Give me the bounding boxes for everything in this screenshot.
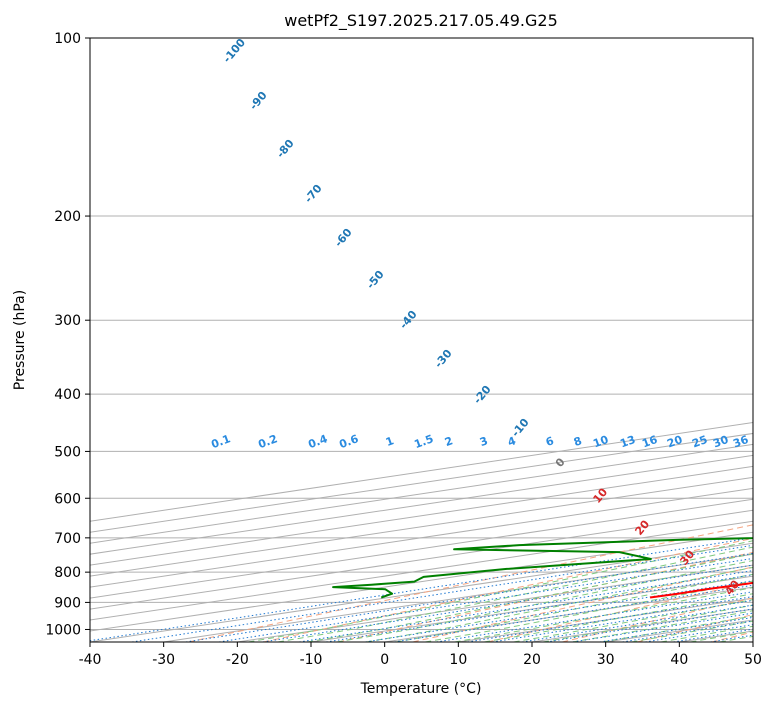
isotherm-line [90, 443, 753, 544]
axis-ticks: -40 -30 -20 -10 0 10 20 30 40 5010020030040050060… [45, 31, 762, 668]
y-tick-label: 700 [54, 531, 81, 547]
y-tick-label: 100 [54, 31, 81, 47]
moist-adiabat-line [425, 580, 753, 642]
isotherm-line [90, 476, 753, 577]
y-tick-label: 800 [54, 565, 81, 581]
moist-adiabat-line [336, 559, 753, 642]
mixing-ratio-label: 20 [665, 433, 684, 451]
moist-adiabat-line [248, 540, 753, 642]
moist-adiabat-line [454, 586, 753, 642]
mixing-ratio-line [492, 599, 753, 642]
dry-adiabat-line [263, 537, 753, 642]
dry-adiabat-line [188, 524, 753, 642]
x-tick-label: 50 [744, 652, 762, 668]
chart-title: wetPf2_S197.2025.217.05.49.G25 [284, 11, 558, 31]
x-tick-label: 20 [523, 652, 541, 668]
moist-adiabat-line [307, 553, 753, 642]
mixing-ratio-line [546, 608, 753, 642]
y-axis-label: Pressure (hPa) [12, 290, 28, 390]
mixing-ratio-label: 0.4 [306, 432, 329, 451]
mixing-ratio-label: 13 [618, 433, 637, 450]
mixing-ratio-label: 0.1 [209, 432, 232, 451]
x-tick-label: -10 [300, 652, 323, 668]
mixing-ratio-label: 8 [572, 434, 584, 449]
mixing-ratio-label: 16 [640, 433, 659, 451]
x-tick-label: 0 [380, 652, 389, 668]
x-tick-label: 30 [597, 652, 615, 668]
x-tick-label: 40 [670, 652, 688, 668]
isotherm-line [90, 465, 753, 566]
dewpoint-profile-line [332, 537, 753, 599]
mixing-ratio-label: 0.6 [337, 432, 360, 451]
mixing-ratio-line [218, 557, 753, 642]
mixing-ratio-label: 30 [711, 433, 730, 451]
y-tick-label: 200 [54, 209, 81, 225]
y-tick-label: 400 [54, 387, 81, 403]
mixing-ratio-label: 2 [443, 434, 455, 449]
isotherm-line [90, 454, 753, 555]
moist-adiabat-line [277, 546, 753, 642]
mixing-ratio-label: 3 [478, 434, 490, 449]
mixing-ratio-label: 25 [690, 433, 709, 450]
x-tick-label: -20 [226, 652, 249, 668]
mixing-ratio-label: 6 [544, 434, 556, 449]
mixing-ratio-line [467, 596, 753, 642]
isotherm-line [90, 531, 753, 632]
mixing-ratio-label: 36 [731, 433, 750, 451]
moist-adiabat-line [513, 599, 753, 642]
x-tick-label: -30 [152, 652, 175, 668]
mixing-ratio-line [131, 544, 753, 642]
mixing-ratio-label: 4 [506, 434, 518, 449]
y-tick-label: 300 [54, 313, 81, 329]
mixing-ratio-label: 10 [591, 433, 610, 451]
plot-area [90, 38, 753, 642]
isotherm-line [90, 498, 753, 599]
x-tick-label: -40 [79, 652, 102, 668]
mixing-ratio-line [522, 604, 753, 642]
dry-adiabat-line [412, 566, 753, 642]
mixing-ratio-label: 1 [384, 434, 396, 449]
y-tick-label: 1000 [45, 622, 81, 638]
plot-frame [89, 37, 754, 643]
mixing-ratio-label: 0.2 [256, 432, 279, 451]
y-tick-label: 600 [54, 491, 81, 507]
x-axis-label: Temperature (°C) [360, 681, 482, 697]
y-tick-label: 900 [54, 595, 81, 611]
isotherm-line [90, 487, 753, 588]
y-tick-label: 500 [54, 444, 81, 460]
x-tick-label: 10 [449, 652, 467, 668]
mixing-ratio-line [572, 612, 753, 642]
mixing-ratio-label: 1.5 [412, 432, 435, 451]
isotherm-line [90, 509, 753, 610]
